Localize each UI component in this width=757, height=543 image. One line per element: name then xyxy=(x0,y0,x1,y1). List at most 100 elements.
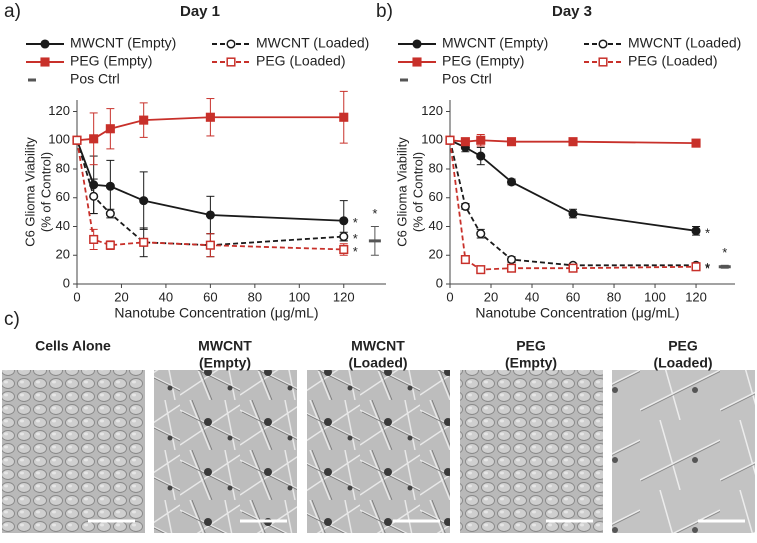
marker xyxy=(105,240,115,250)
marker xyxy=(445,135,455,145)
y-tick-label: 0 xyxy=(436,275,443,290)
legend-label: PEG (Empty) xyxy=(70,53,152,69)
micrograph xyxy=(612,370,755,533)
legend-marker xyxy=(598,39,608,49)
micrograph xyxy=(2,370,145,533)
x-tick-label: 0 xyxy=(73,289,80,304)
micrograph xyxy=(460,370,603,533)
y-tick-label: 100 xyxy=(48,132,70,147)
panel-label: a) xyxy=(4,1,21,22)
marker xyxy=(89,191,99,201)
legend-marker xyxy=(40,57,50,67)
x-tick-label: 120 xyxy=(685,289,707,304)
x-tick-label: 100 xyxy=(644,289,666,304)
marker xyxy=(89,234,99,244)
legend-label: Pos Ctrl xyxy=(442,71,492,87)
x-tick-label: 20 xyxy=(484,289,498,304)
x-axis-label: Nanotube Concentration (μg/mL) xyxy=(475,305,679,321)
image-caption: MWCNT xyxy=(198,338,252,354)
marker xyxy=(460,137,470,147)
legend-label: MWCNT (Loaded) xyxy=(628,35,741,51)
x-tick-label: 40 xyxy=(525,289,539,304)
significance: * xyxy=(353,215,358,230)
marker xyxy=(339,216,349,226)
y-axis-label: (% of Control) xyxy=(410,152,425,232)
y-axis-label: C6 Glioma Viability xyxy=(22,137,37,247)
marker xyxy=(339,244,349,255)
significance: * xyxy=(705,261,710,276)
marker xyxy=(691,226,701,236)
y-axis-label: (% of Control) xyxy=(38,152,53,232)
marker xyxy=(105,124,115,134)
marker xyxy=(339,112,349,122)
x-tick-label: 80 xyxy=(607,289,621,304)
marker xyxy=(476,135,486,145)
legend-label: MWCNT (Empty) xyxy=(442,35,548,51)
marker xyxy=(691,138,701,148)
y-tick-label: 40 xyxy=(56,218,70,233)
series-line xyxy=(449,140,697,271)
legend-label: PEG (Loaded) xyxy=(628,53,718,69)
micrograph xyxy=(307,370,450,533)
marker xyxy=(205,210,215,220)
image-caption: PEG xyxy=(516,338,546,354)
marker xyxy=(139,237,149,247)
micrograph xyxy=(154,370,297,533)
marker xyxy=(72,135,82,145)
legend-marker xyxy=(226,39,236,49)
legend-marker xyxy=(598,57,608,67)
x-tick-label: 40 xyxy=(159,289,173,304)
y-tick-label: 60 xyxy=(429,189,443,204)
y-tick-label: 120 xyxy=(48,103,70,118)
image-caption: (Loaded) xyxy=(653,355,712,371)
y-tick-label: 60 xyxy=(56,189,70,204)
marker xyxy=(506,255,517,265)
significance: * xyxy=(705,260,710,275)
legend-label: MWCNT (Empty) xyxy=(70,35,176,51)
significance: * xyxy=(722,245,727,260)
panel-label: c) xyxy=(4,309,20,330)
legend-marker xyxy=(412,57,422,67)
x-tick-label: 120 xyxy=(333,289,355,304)
marker xyxy=(205,112,215,122)
y-tick-label: 20 xyxy=(429,247,443,262)
y-tick-label: 40 xyxy=(429,218,443,233)
image-caption: MWCNT xyxy=(351,338,405,354)
chart-title: Day 3 xyxy=(552,3,592,20)
legend-marker xyxy=(412,39,422,49)
series-line xyxy=(76,140,344,251)
legend-marker xyxy=(40,39,50,49)
x-tick-label: 60 xyxy=(203,289,217,304)
x-tick-label: 60 xyxy=(566,289,580,304)
marker xyxy=(460,255,470,265)
marker xyxy=(506,263,517,273)
panel-label: b) xyxy=(376,1,393,22)
legend-label: Pos Ctrl xyxy=(70,71,120,87)
x-tick-label: 20 xyxy=(114,289,128,304)
micrograph-panel xyxy=(2,370,755,533)
image-caption: (Loaded) xyxy=(348,355,407,371)
x-axis-label: Nanotube Concentration (μg/mL) xyxy=(114,305,318,321)
y-tick-label: 100 xyxy=(421,132,443,147)
marker xyxy=(89,134,99,144)
chart-title: Day 1 xyxy=(180,3,220,20)
marker xyxy=(105,209,115,219)
x-tick-label: 80 xyxy=(248,289,262,304)
marker xyxy=(476,265,486,275)
marker xyxy=(105,181,115,191)
series-line xyxy=(76,139,344,222)
y-tick-label: 0 xyxy=(63,275,70,290)
marker xyxy=(568,137,578,147)
series-line xyxy=(76,139,344,247)
legend-label: PEG (Empty) xyxy=(442,53,524,69)
marker xyxy=(476,229,486,239)
significance: * xyxy=(353,244,358,259)
image-caption: (Empty) xyxy=(199,355,251,371)
image-caption: PEG xyxy=(668,338,698,354)
image-caption: (Empty) xyxy=(505,355,557,371)
marker xyxy=(691,262,701,272)
x-tick-label: 0 xyxy=(446,289,453,304)
marker xyxy=(506,177,517,187)
marker xyxy=(506,137,517,147)
y-tick-label: 80 xyxy=(429,160,443,175)
